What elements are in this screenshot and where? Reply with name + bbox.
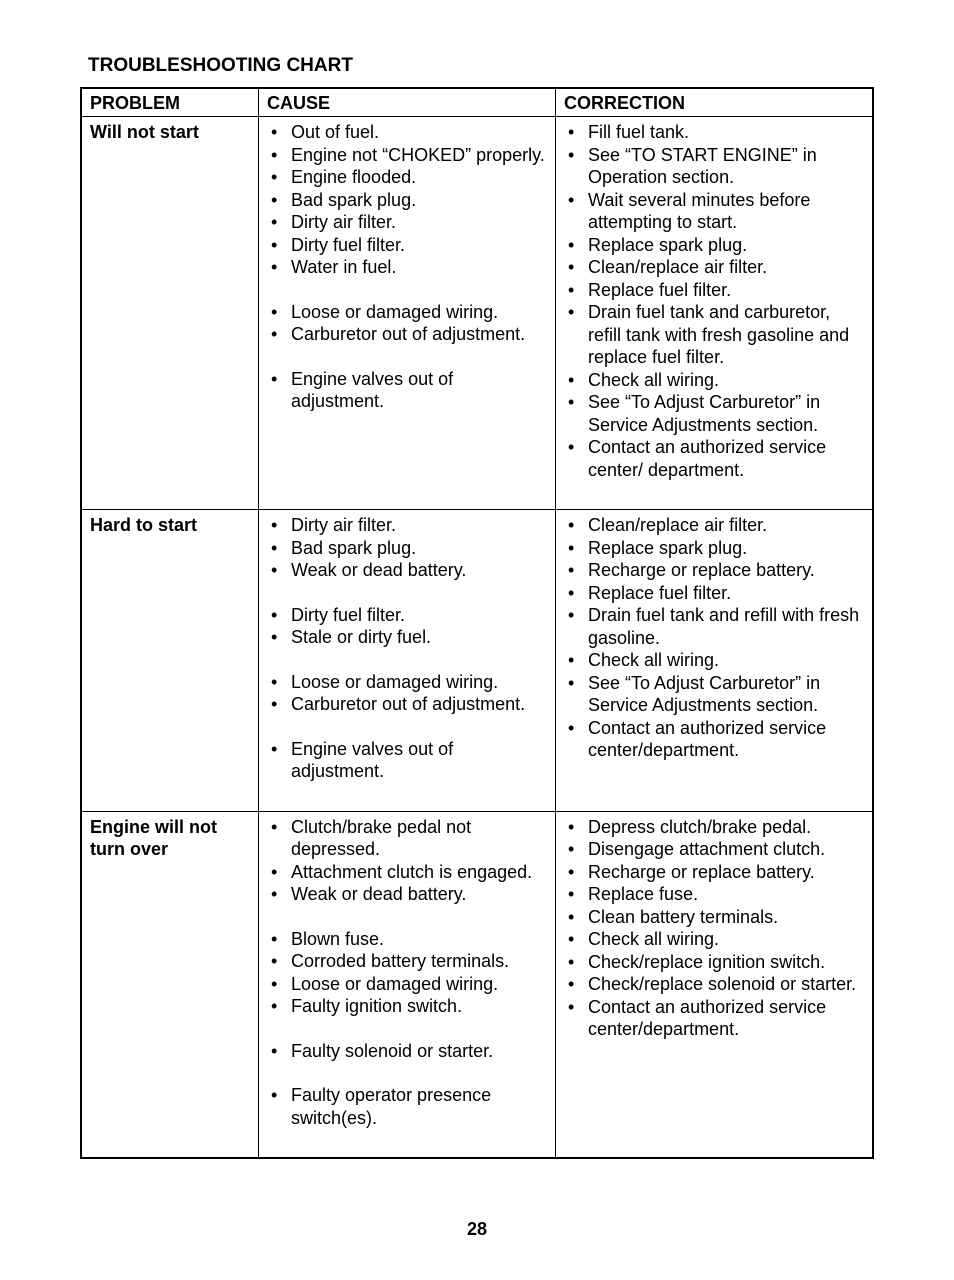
bullet-item: Clean/replace air filter. [564,514,866,537]
bullet-item: Engine not “CHOKED” properly. [267,144,549,167]
table-row: Will not startOut of fuel.Engine not “CH… [81,117,873,510]
bullet-item: Stale or dirty fuel. [267,626,549,649]
bullet-item: See “To Adjust Carburetor” in Service Ad… [564,672,866,717]
bullet-item: Bad spark plug. [267,537,549,560]
bullet-item: Replace fuse. [564,883,866,906]
bullet-item: Replace fuel filter. [564,582,866,605]
bullet-item: Water in fuel. [267,256,549,279]
bullet-item: Fill fuel tank. [564,121,866,144]
bullet-item: Bad spark plug. [267,189,549,212]
col-header-correction: CORRECTION [556,88,874,117]
bullet-item: Recharge or replace battery. [564,861,866,884]
bullet-list: Dirty air filter.Bad spark plug.Weak or … [267,514,549,783]
page: TROUBLESHOOTING CHART PROBLEM CAUSE CORR… [0,0,954,1280]
bullet-list: Clean/replace air filter.Replace spark p… [564,514,866,762]
table-body: Will not startOut of fuel.Engine not “CH… [81,117,873,1159]
bullet-item: Contact an authorized service center/ de… [564,436,866,481]
bullet-item: Corroded battery terminals. [267,950,549,973]
bullet-item: Recharge or replace battery. [564,559,866,582]
bullet-item: Check all wiring. [564,649,866,672]
bullet-item: Faulty ignition switch. [267,995,549,1018]
bullet-list: Fill fuel tank.See “TO START ENGINE” in … [564,121,866,481]
bullet-list: Clutch/brake pedal not depressed.Attachm… [267,816,549,1130]
bullet-item: Loose or damaged wiring. [267,671,549,694]
bullet-item: Dirty air filter. [267,514,549,537]
bullet-item: Replace fuel filter. [564,279,866,302]
bullet-item: Clean battery terminals. [564,906,866,929]
table-header-row: PROBLEM CAUSE CORRECTION [81,88,873,117]
page-number: 28 [80,1219,874,1240]
bullet-item: Depress clutch/brake pedal. [564,816,866,839]
bullet-item: Replace spark plug. [564,234,866,257]
bullet-item: Clean/replace air filter. [564,256,866,279]
bullet-item: Disengage attachment clutch. [564,838,866,861]
bullet-item: Dirty fuel filter. [267,234,549,257]
bullet-item: Engine flooded. [267,166,549,189]
bullet-item: Drain fuel tank and carburetor, refill t… [564,301,866,369]
bullet-item: Out of fuel. [267,121,549,144]
bullet-list: Depress clutch/brake pedal.Disengage att… [564,816,866,1041]
correction-cell: Depress clutch/brake pedal.Disengage att… [556,811,874,1158]
bullet-item: Contact an authorized service center/dep… [564,996,866,1041]
table-row: Hard to startDirty air filter.Bad spark … [81,510,873,812]
bullet-item: Weak or dead battery. [267,883,549,906]
bullet-item: Dirty fuel filter. [267,604,549,627]
bullet-item: Replace spark plug. [564,537,866,560]
bullet-item: Engine valves out of adjustment. [267,368,549,413]
bullet-item: Clutch/brake pedal not depressed. [267,816,549,861]
problem-cell: Will not start [81,117,259,510]
bullet-item: Contact an authorized service center/dep… [564,717,866,762]
col-header-cause: CAUSE [259,88,556,117]
cause-cell: Out of fuel.Engine not “CHOKED” properly… [259,117,556,510]
troubleshooting-table: PROBLEM CAUSE CORRECTION Will not startO… [80,87,874,1159]
bullet-item: Drain fuel tank and refill with fresh ga… [564,604,866,649]
bullet-item: See “TO START ENGINE” in Operation secti… [564,144,866,189]
bullet-item: Weak or dead battery. [267,559,549,582]
bullet-item: Engine valves out of adjustment. [267,738,549,783]
problem-cell: Hard to start [81,510,259,812]
bullet-item: Attachment clutch is engaged. [267,861,549,884]
bullet-item: Loose or damaged wiring. [267,973,549,996]
bullet-item: Dirty air filter. [267,211,549,234]
bullet-item: Blown fuse. [267,928,549,951]
correction-cell: Clean/replace air filter.Replace spark p… [556,510,874,812]
bullet-item: Check/replace ignition switch. [564,951,866,974]
bullet-item: Carburetor out of adjustment. [267,693,549,716]
bullet-item: Check all wiring. [564,928,866,951]
col-header-problem: PROBLEM [81,88,259,117]
correction-cell: Fill fuel tank.See “TO START ENGINE” in … [556,117,874,510]
chart-title: TROUBLESHOOTING CHART [88,55,874,77]
bullet-list: Out of fuel.Engine not “CHOKED” properly… [267,121,549,413]
bullet-item: Check/replace solenoid or starter. [564,973,866,996]
cause-cell: Dirty air filter.Bad spark plug.Weak or … [259,510,556,812]
bullet-item: See “To Adjust Carburetor” in Service Ad… [564,391,866,436]
bullet-item: Wait several minutes before attempting t… [564,189,866,234]
bullet-item: Faulty operator presence switch(es). [267,1084,549,1129]
cause-cell: Clutch/brake pedal not depressed.Attachm… [259,811,556,1158]
bullet-item: Check all wiring. [564,369,866,392]
bullet-item: Faulty solenoid or starter. [267,1040,549,1063]
bullet-item: Carburetor out of adjustment. [267,323,549,346]
bullet-item: Loose or damaged wiring. [267,301,549,324]
table-row: Engine will not turn overClutch/brake pe… [81,811,873,1158]
problem-cell: Engine will not turn over [81,811,259,1158]
